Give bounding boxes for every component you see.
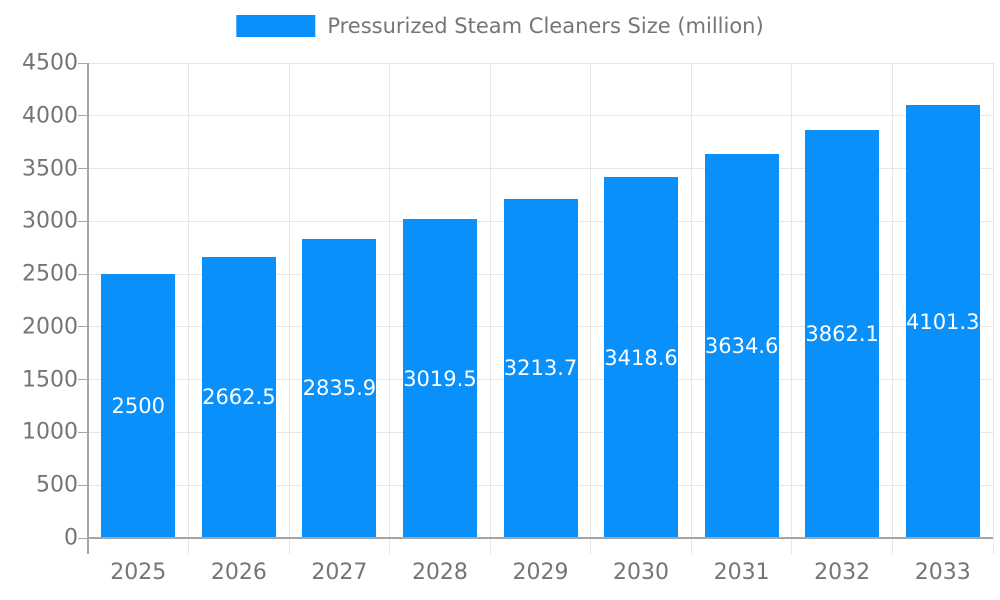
bar [905, 105, 980, 538]
x-axis-line [88, 537, 993, 539]
bar-value-label: 4101.3 [905, 309, 980, 334]
y-axis-label: 3500 [22, 156, 78, 182]
bar-value-label: 3213.7 [503, 356, 578, 381]
bar [302, 238, 377, 538]
x-axis-label: 2025 [110, 560, 167, 585]
y-axis-label: 2000 [22, 314, 78, 340]
y-tick [78, 273, 88, 275]
x-tick [690, 538, 692, 554]
y-tick [78, 115, 88, 117]
v-gridline [288, 63, 290, 538]
bar [805, 130, 880, 538]
x-axis-label: 2031 [713, 560, 770, 585]
h-gridline [88, 168, 993, 170]
chart-legend: Pressurized Steam Cleaners Size (million… [236, 14, 764, 38]
bar-value-label: 3418.6 [604, 345, 678, 370]
legend-label: Pressurized Steam Cleaners Size (million… [327, 14, 764, 38]
bar [604, 177, 679, 538]
y-tick [78, 326, 88, 328]
y-tick [78, 168, 88, 170]
bar-value-label: 3862.1 [805, 322, 879, 347]
x-tick [489, 538, 491, 554]
x-tick [791, 538, 793, 554]
y-axis-label: 2500 [22, 261, 78, 287]
y-tick [78, 379, 88, 381]
y-axis-label: 4500 [22, 50, 78, 76]
v-gridline [389, 63, 391, 538]
x-tick [891, 538, 893, 554]
x-tick [389, 538, 391, 554]
x-axis-label: 2028 [411, 560, 468, 585]
bar [402, 219, 477, 538]
y-axis-label: 1000 [22, 419, 78, 445]
v-gridline [188, 63, 190, 538]
y-axis-line [87, 63, 89, 554]
v-gridline [489, 63, 491, 538]
x-tick [188, 538, 190, 554]
x-axis-label: 2029 [512, 560, 569, 585]
bar [503, 198, 578, 538]
bar-value-label: 2500 [111, 394, 165, 419]
y-axis-label: 1500 [22, 367, 78, 393]
bar-value-label: 2662.5 [202, 385, 276, 410]
y-tick [78, 484, 88, 486]
h-gridline [88, 115, 993, 117]
x-tick [992, 538, 994, 554]
x-tick [590, 538, 592, 554]
y-axis-label: 500 [36, 472, 78, 498]
y-tick [78, 62, 88, 64]
y-tick [78, 220, 88, 222]
x-axis-label: 2026 [210, 560, 267, 585]
v-gridline [690, 63, 692, 538]
bar [101, 274, 176, 538]
v-gridline [791, 63, 793, 538]
bar-value-label: 3019.5 [403, 366, 477, 391]
x-axis-label: 2033 [914, 560, 971, 585]
x-tick [288, 538, 290, 554]
bar-value-label: 2835.9 [302, 376, 377, 401]
y-axis-label: 0 [64, 525, 78, 551]
v-gridline [590, 63, 592, 538]
bar-value-label: 3634.6 [704, 334, 779, 359]
y-tick [78, 431, 88, 433]
legend-swatch [236, 15, 316, 37]
bar [201, 256, 276, 538]
h-gridline [88, 62, 993, 64]
bar [704, 154, 779, 538]
x-axis-label: 2032 [814, 560, 871, 585]
x-axis-label: 2027 [311, 560, 368, 585]
v-gridline [992, 63, 994, 538]
x-axis-label: 2030 [613, 560, 670, 585]
v-gridline [891, 63, 893, 538]
y-tick [78, 537, 88, 539]
y-axis-label: 3000 [22, 208, 78, 234]
y-axis-label: 4000 [22, 103, 78, 129]
